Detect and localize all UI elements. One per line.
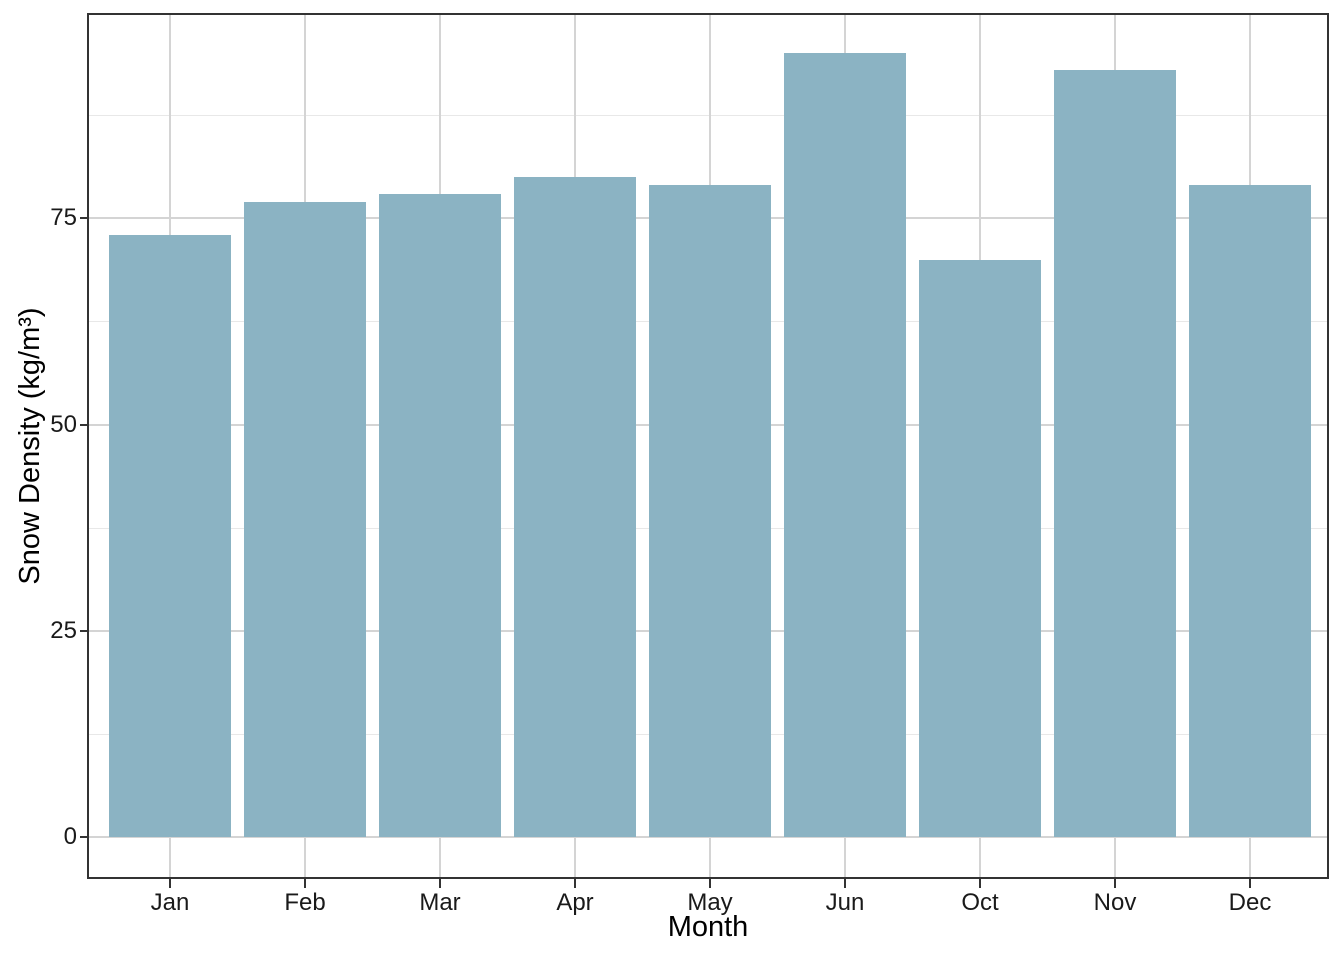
y-axis-tick-mark [80, 423, 89, 426]
y-tick-label: 50 [50, 410, 77, 438]
bar-apr [514, 177, 636, 837]
x-axis-tick-mark [574, 879, 576, 888]
bar-nov [1054, 69, 1176, 837]
y-tick-label: 25 [50, 616, 77, 644]
x-tick-label: Feb [284, 889, 326, 916]
y-tick-label: 75 [50, 204, 77, 232]
x-tick-label: Jun [825, 889, 865, 916]
y-axis-tick-mark [80, 217, 89, 220]
x-tick-label: Jan [150, 889, 190, 916]
x-tick-label: May [687, 889, 733, 916]
x-axis-tick-mark [979, 879, 981, 888]
x-axis-tick-mark [1249, 879, 1251, 888]
bar-may [649, 185, 771, 837]
x-tick-label: Dec [1228, 889, 1272, 916]
x-tick-label: Oct [961, 889, 999, 916]
x-axis-tick-mark [439, 879, 441, 888]
x-axis-tick-mark [1114, 879, 1116, 888]
x-axis-tick-mark [709, 879, 711, 888]
bar-feb [244, 201, 366, 837]
plot-panel [87, 13, 1329, 879]
bar-jun [784, 53, 906, 837]
x-tick-label: Nov [1093, 889, 1137, 916]
y-axis-tick-mark [80, 629, 89, 632]
bar-oct [919, 259, 1041, 837]
x-tick-label: Apr [556, 889, 594, 916]
bar-dec [1189, 185, 1311, 837]
x-axis-title: Month [667, 911, 749, 943]
x-tick-label: Mar [419, 889, 461, 916]
y-axis-title: Snow Density (kg/m³) [14, 307, 46, 585]
major-gridline-horizontal [89, 836, 1327, 838]
y-tick-label: 0 [63, 823, 77, 850]
x-axis-tick-mark [169, 879, 171, 888]
x-axis-tick-mark [304, 879, 306, 888]
x-axis-tick-mark [844, 879, 846, 888]
minor-gridline-horizontal [89, 115, 1327, 117]
bar-mar [379, 193, 501, 837]
bar-jan [109, 234, 231, 837]
y-axis-tick-mark [80, 836, 89, 838]
